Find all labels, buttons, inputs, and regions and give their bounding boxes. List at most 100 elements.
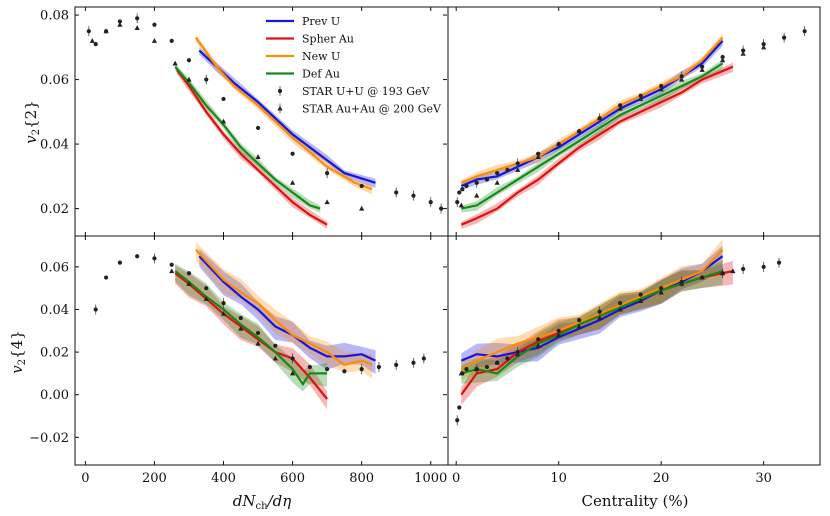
star-uu-point	[516, 350, 520, 354]
star-uu-point	[536, 337, 540, 341]
y-tick-label: −0.02	[29, 431, 69, 446]
y-tick-label: 0.00	[40, 388, 69, 403]
x-tick-label: 200	[142, 471, 167, 486]
star-uu-point	[464, 184, 468, 188]
star-uu-point	[721, 55, 725, 59]
star-uu-point	[411, 194, 415, 198]
star-uu-point	[325, 171, 329, 175]
star-uu-point	[598, 310, 602, 314]
star-uu-point	[777, 261, 781, 265]
star-uu-point	[536, 152, 540, 156]
legend-label: Spher Au	[302, 33, 354, 46]
star-uu-point	[577, 129, 581, 133]
y-tick-label: 0.08	[40, 9, 69, 24]
x-tick-label: 800	[349, 471, 374, 486]
star-uu-point	[659, 84, 663, 88]
star-uu-point	[308, 365, 312, 369]
star-uu-point	[803, 29, 807, 33]
x-tick-label: 0	[452, 471, 460, 486]
star-uu-point	[170, 263, 174, 267]
legend-label: STAR Au+Au @ 200 GeV	[302, 103, 442, 116]
x-tick-label: 0	[81, 471, 89, 486]
star-uu-point	[700, 275, 704, 279]
star-uu-point	[485, 365, 489, 369]
star-uu-point	[360, 184, 364, 188]
star-uu-point	[505, 356, 509, 360]
x-tick-label: 10	[550, 471, 567, 486]
star-uu-point	[464, 367, 468, 371]
star-uu-point	[221, 97, 225, 101]
star-uu-point	[342, 369, 346, 373]
star-uu-point	[187, 271, 191, 275]
star-uu-point	[135, 254, 139, 258]
star-uu-point	[557, 142, 561, 146]
star-uu-point	[460, 187, 464, 191]
star-uu-point	[495, 361, 499, 365]
star-uu-point	[429, 200, 433, 204]
star-uu-point	[290, 356, 294, 360]
star-uu-point	[700, 65, 704, 69]
y-tick-label: 0.02	[40, 346, 69, 361]
star-uu-point	[360, 367, 364, 371]
star-uu-point	[94, 42, 98, 46]
y-tick-label: 0.06	[40, 73, 69, 88]
legend-label: STAR U+U @ 193 GeV	[302, 85, 431, 98]
star-uu-point	[439, 206, 443, 210]
star-uu-point	[680, 74, 684, 78]
star-uu-point	[455, 200, 459, 204]
star-uu-point	[394, 190, 398, 194]
legend-label: New U	[302, 50, 340, 63]
star-uu-point	[577, 318, 581, 322]
star-uu-point	[475, 181, 479, 185]
x-tick-label: 1000	[414, 471, 447, 486]
star-uu-point	[505, 168, 509, 172]
star-uu-point	[639, 94, 643, 98]
star-uu-point	[659, 286, 663, 290]
x-tick-label: 600	[280, 471, 305, 486]
star-uu-point	[457, 190, 461, 194]
y-tick-label: 0.04	[40, 138, 69, 153]
star-uu-point	[455, 418, 459, 422]
x-tick-label: 20	[653, 471, 670, 486]
x-tick-label: 30	[755, 471, 772, 486]
star-uu-point	[639, 292, 643, 296]
flow-harmonics-figure: 0.020.040.060.080 200 400 600 800 1000−0.020.…	[0, 0, 830, 516]
star-uu-point	[598, 116, 602, 120]
star-uu-point	[377, 365, 381, 369]
star-uu-point	[762, 265, 766, 269]
star-uu-point	[273, 344, 277, 348]
star-uu-point	[239, 316, 243, 320]
star-uu-point	[618, 103, 622, 107]
star-uu-point	[152, 256, 156, 260]
star-uu-point	[325, 367, 329, 371]
star-uu-point	[721, 271, 725, 275]
star-uu-point	[495, 171, 499, 175]
y-tick-label: 0.04	[40, 303, 69, 318]
x-axis-title-right: Centrality (%)	[582, 492, 689, 510]
legend-label: Prev U	[302, 15, 340, 28]
star-uu-point	[516, 161, 520, 165]
star-uu-point	[221, 301, 225, 305]
legend-circle-marker	[278, 89, 282, 93]
star-uu-point	[256, 331, 260, 335]
star-uu-point	[204, 77, 208, 81]
star-uu-point	[94, 307, 98, 311]
star-uu-point	[256, 126, 260, 130]
star-uu-point	[170, 39, 174, 43]
star-uu-point	[741, 267, 745, 271]
y-tick-label: 0.02	[40, 202, 69, 217]
star-uu-point	[422, 356, 426, 360]
star-uu-point	[557, 329, 561, 333]
star-uu-point	[104, 275, 108, 279]
star-uu-point	[104, 29, 108, 33]
star-uu-point	[741, 48, 745, 52]
star-uu-point	[87, 29, 91, 33]
y-axis-title-bottom: v2{4}	[8, 330, 28, 374]
star-uu-point	[457, 405, 461, 409]
legend-entry: STAR Au+Au @ 200 GeV	[277, 103, 442, 116]
star-uu-point	[152, 23, 156, 27]
star-uu-point	[411, 361, 415, 365]
star-uu-point	[460, 371, 464, 375]
star-uu-point	[187, 58, 191, 62]
legend-label: Def Au	[302, 68, 340, 81]
